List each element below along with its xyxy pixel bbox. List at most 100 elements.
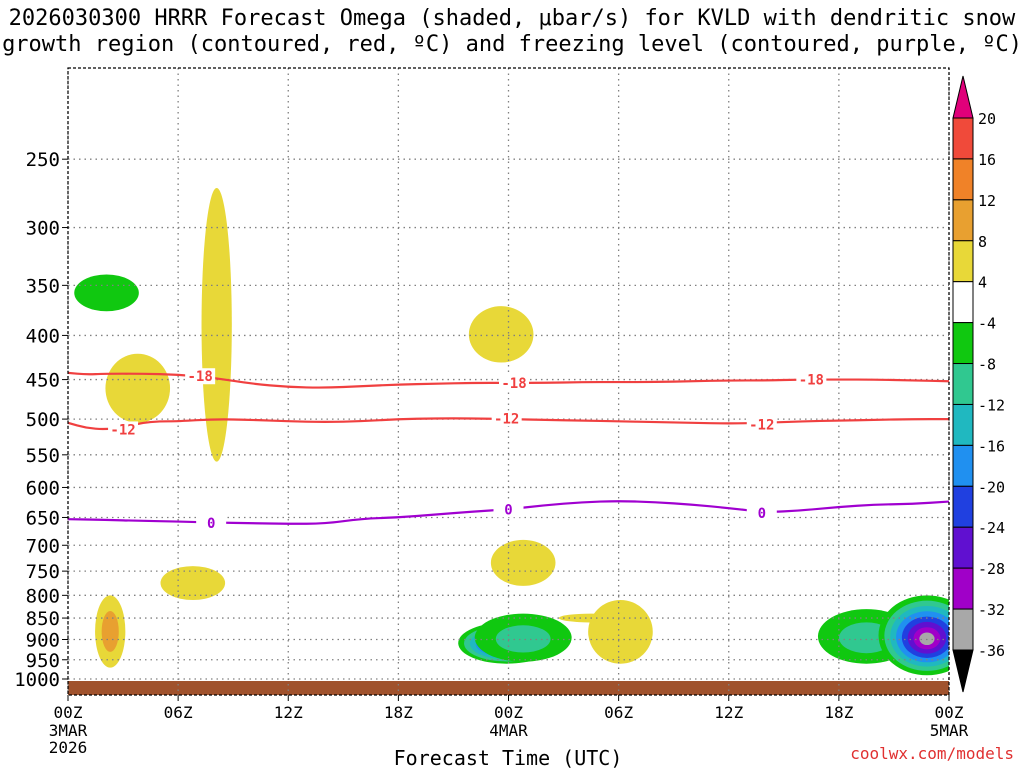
axes-layer: 2503003504004505005506006507007508008509… xyxy=(14,67,969,757)
omega-level xyxy=(490,539,556,586)
x-tick-label: 12Z xyxy=(274,703,303,722)
y-tick-label: 800 xyxy=(26,585,60,607)
colorbar-bin xyxy=(952,199,974,242)
contour-label-bg xyxy=(108,421,139,438)
contour-label-bg xyxy=(746,416,777,433)
x-tick-label: 06Z xyxy=(164,703,193,722)
y-tick-label: 850 xyxy=(26,608,60,630)
colorbar-tick-label: -16 xyxy=(978,437,1005,455)
contour-label: -12 xyxy=(110,422,135,438)
chart-title-line1: 2026030300 HRRR Forecast Omega (shaded, … xyxy=(8,6,1016,31)
x-tick-label: 00Z xyxy=(935,703,964,722)
colorbar-bin xyxy=(952,117,974,160)
colorbar-tick-label: 8 xyxy=(978,233,987,251)
colorbar-bin xyxy=(952,281,974,324)
colorbar-bin xyxy=(952,485,974,528)
omega-level xyxy=(495,625,551,653)
colorbar-top-arrow xyxy=(952,75,974,119)
omega-level xyxy=(201,188,232,462)
omega-feature xyxy=(588,599,653,664)
colorbar-tick-label: 16 xyxy=(978,151,996,169)
colorbar-tick-label: -12 xyxy=(978,396,1005,414)
chart-title-line2: growth region (contoured, red, ºC) and f… xyxy=(2,32,1022,57)
contour-label-bg xyxy=(185,368,216,385)
contour-line xyxy=(68,371,949,389)
colorbar-tick-label: -28 xyxy=(978,560,1005,578)
colorbar-tick-label: -36 xyxy=(978,642,1005,660)
colorbar-bin xyxy=(952,158,974,201)
colorbar-bin xyxy=(952,403,974,446)
colorbar-tick-label: 12 xyxy=(978,192,996,210)
omega-feature xyxy=(201,188,232,462)
omega-feature xyxy=(468,306,534,363)
omega-feature xyxy=(105,353,171,423)
y-tick-label: 250 xyxy=(26,149,60,171)
omega-level xyxy=(160,566,226,600)
colorbar: 20 16 12 8 4 -4 -8 -12 -16 -20 -24 -28 -32 -36 xyxy=(952,75,1005,693)
x-axis-label: Forecast Time (UTC) xyxy=(394,746,623,768)
y-tick-label: 650 xyxy=(26,507,60,529)
x-tick-label: 12Z xyxy=(714,703,743,722)
x-tick-label: 18Z xyxy=(824,703,853,722)
colorbar-tick-label: -20 xyxy=(978,478,1005,496)
y-tick-label: 550 xyxy=(26,445,60,467)
y-tick-label: 1000 xyxy=(14,669,60,691)
colorbar-tick-label: 20 xyxy=(978,110,996,128)
colorbar-bin xyxy=(952,567,974,610)
omega-level xyxy=(105,353,171,423)
x-tick-sublabel: 5MAR xyxy=(930,721,969,740)
contour-label: -12 xyxy=(494,411,519,427)
colorbar-tick-label: 4 xyxy=(978,274,987,292)
colorbar-bin xyxy=(952,240,974,283)
colorbar-bin xyxy=(952,526,974,569)
contour-layer: -18 -18 -18 -12 -12 -12 0 0 0 xyxy=(68,368,949,532)
y-tick-label: 600 xyxy=(26,477,60,499)
y-tick-label: 700 xyxy=(26,535,60,557)
contour-label: -12 xyxy=(749,417,774,433)
y-tick-label: 750 xyxy=(26,561,60,583)
contour-label-bg xyxy=(493,501,524,518)
ground-layer xyxy=(68,681,949,695)
omega-feature xyxy=(160,566,226,600)
contour-label: 0 xyxy=(207,516,215,532)
colorbar-bin xyxy=(952,608,974,651)
x-tick-label: 18Z xyxy=(384,703,413,722)
colorbar-tick-label: -24 xyxy=(978,519,1005,537)
omega-level xyxy=(588,599,653,664)
credit-text: coolwx.com/models xyxy=(850,744,1014,763)
colorbar-tick-label: -8 xyxy=(978,356,996,374)
y-tick-label: 400 xyxy=(26,325,60,347)
colorbar-tick-label: -4 xyxy=(978,315,996,333)
contour-label: 0 xyxy=(758,506,766,522)
colorbar-tick-label: -32 xyxy=(978,601,1005,619)
contour-label-bg xyxy=(796,371,827,388)
contour-label: -18 xyxy=(188,369,213,385)
y-tick-label: 450 xyxy=(26,370,60,392)
omega-level xyxy=(919,632,935,646)
contour-label: 0 xyxy=(504,502,512,518)
omega-feature xyxy=(95,595,126,668)
plot-frame xyxy=(67,67,950,696)
contour-label: -18 xyxy=(799,373,824,389)
colorbar-bin xyxy=(952,444,974,487)
x-tick-label: 00Z xyxy=(54,703,83,722)
x-tick-sublabel: 2026 xyxy=(49,738,88,757)
y-tick-label: 350 xyxy=(26,275,60,297)
omega-level xyxy=(74,274,139,312)
omega-feature xyxy=(474,613,572,662)
omega-feature xyxy=(490,539,556,586)
y-tick-label: 300 xyxy=(26,218,60,240)
contour-label: -18 xyxy=(501,376,526,392)
x-tick-sublabel: 3MAR xyxy=(49,721,88,740)
contour-label-bg xyxy=(196,515,227,532)
contour-label-bg xyxy=(491,410,522,427)
omega-feature xyxy=(74,274,139,312)
x-tick-label: 06Z xyxy=(604,703,633,722)
colorbar-bin xyxy=(952,322,974,365)
contour-label-bg xyxy=(746,504,777,521)
x-tick-label: 00Z xyxy=(494,703,523,722)
x-tick-sublabel: 4MAR xyxy=(489,721,528,740)
ground-strip xyxy=(68,681,949,695)
y-tick-label: 950 xyxy=(26,650,60,672)
